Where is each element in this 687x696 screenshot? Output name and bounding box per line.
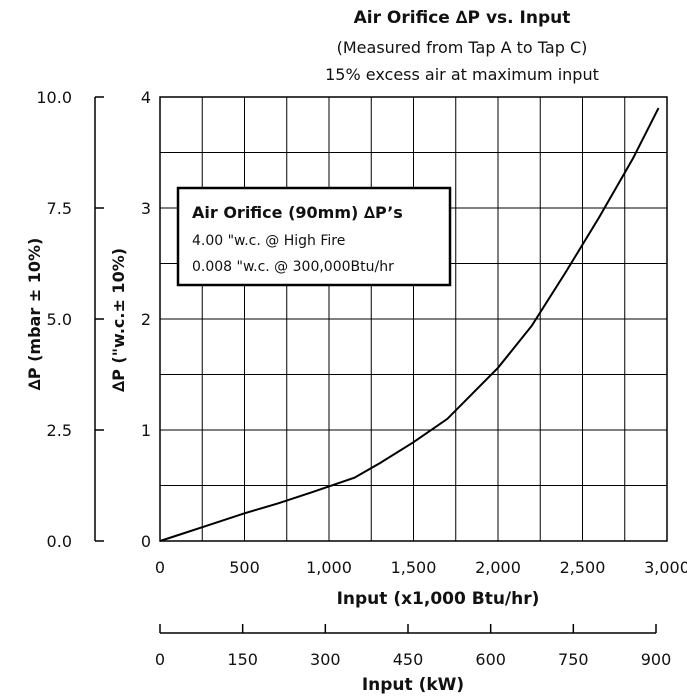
y-tick-label: 1: [141, 421, 151, 440]
x-tick-labels: 0 500 1,000 1,500 2,000 2,500 3,000: [155, 558, 687, 577]
kw-tick-label: 0: [155, 650, 165, 669]
x-tick-label: 1,000: [306, 558, 352, 577]
x-tick-label: 2,500: [560, 558, 606, 577]
mbar-tick-label: 0.0: [47, 532, 72, 551]
annotation-line-2: 0.008 "w.c. @ 300,000Btu/hr: [192, 259, 394, 275]
y-tick-label: 4: [141, 88, 151, 107]
mbar-tick-label: 2.5: [47, 421, 72, 440]
kw-tick-label: 450: [393, 650, 424, 669]
kw-tick-label: 900: [641, 650, 672, 669]
plot-frame: [159, 96, 668, 542]
mbar-tick-labels: 0.0 2.5 5.0 7.5 10.0: [36, 88, 104, 551]
chart-title: Air Orifice ∆P vs. Input: [354, 8, 571, 28]
kw-tick-label: 600: [475, 650, 506, 669]
annotation-box: Air Orifice (90mm) ∆P’s 4.00 "w.c. @ Hig…: [176, 186, 452, 287]
kw-tick-label: 750: [558, 650, 589, 669]
x-axis-label: Input (x1,000 Btu/hr): [337, 589, 540, 609]
mbar-tick-label: 10.0: [36, 88, 72, 107]
kw-tick-labels: 0 150 300 450 600 750 900: [155, 624, 671, 669]
x-tick-label: 0: [155, 558, 165, 577]
chart-subtitle-2: 15% excess air at maximum input: [325, 65, 599, 84]
annotation-line-1: 4.00 "w.c. @ High Fire: [192, 233, 345, 249]
mbar-tick-label: 5.0: [47, 310, 72, 329]
y-tick-label: 2: [141, 310, 151, 329]
y-axis-label-mbar: ∆P (mbar ± 10%): [25, 238, 44, 391]
x-tick-label: 500: [229, 558, 260, 577]
grid: [160, 97, 667, 541]
kw-tick-label: 150: [227, 650, 258, 669]
x-tick-label: 2,000: [475, 558, 521, 577]
annotation-title: Air Orifice (90mm) ∆P’s: [192, 203, 403, 222]
y-tick-labels: 0 1 2 3 4: [141, 88, 151, 551]
kw-tick-label: 300: [310, 650, 341, 669]
mbar-tick-label: 7.5: [47, 199, 72, 218]
chart-subtitle-1: (Measured from Tap A to Tap C): [337, 38, 588, 57]
y-tick-label: 3: [141, 199, 151, 218]
series-line: [159, 107, 660, 542]
x-tick-label: 1,500: [391, 558, 437, 577]
x-tick-label: 3,000: [644, 558, 687, 577]
x-axis-label-kw: Input (kW): [362, 675, 464, 695]
y-tick-label: 0: [141, 532, 151, 551]
y-axis-label: ∆P ("w.c.± 10%): [109, 248, 128, 392]
